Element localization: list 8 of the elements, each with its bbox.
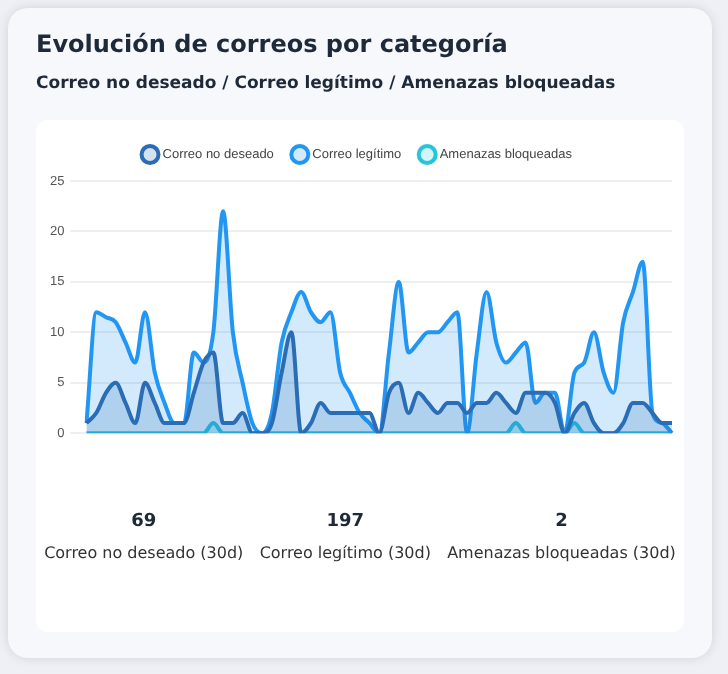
category-label: Amenazas bloqueadas (30d) (447, 544, 676, 562)
category-label: Correo legítimo (30d) (259, 544, 431, 562)
chart-title: Evolución de correos por categoría (36, 30, 508, 58)
data-label: 69 (129, 512, 159, 532)
data-label: 197 (324, 512, 367, 532)
category-label: Correo no deseado (30d) (44, 544, 244, 562)
data-label: 2 (553, 512, 570, 532)
chart-subtitle: Correo no deseado / Correo legítimo / Amenazas bloqueadas (36, 74, 616, 94)
